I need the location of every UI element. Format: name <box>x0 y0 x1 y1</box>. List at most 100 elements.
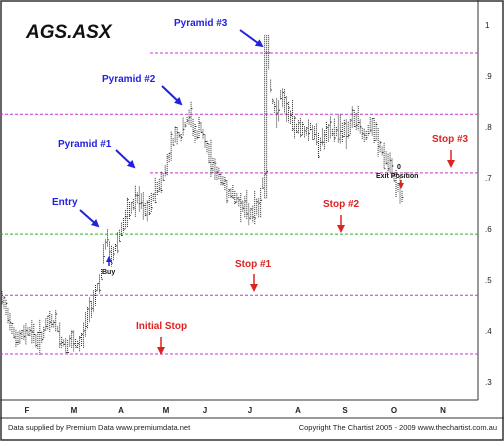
price-bar <box>284 89 286 114</box>
price-bar <box>142 192 145 220</box>
price-bar <box>160 171 163 193</box>
price-bar <box>186 116 189 124</box>
price-bar <box>51 314 54 328</box>
exit-position-label: Exit Position <box>376 173 418 180</box>
price-bar <box>33 323 36 343</box>
price-bar <box>296 123 298 134</box>
price-bar <box>118 229 121 242</box>
price-bar <box>194 123 197 143</box>
price-bar <box>75 338 78 348</box>
price-bar <box>381 146 384 156</box>
price-bar <box>395 170 398 198</box>
price-bar <box>212 157 215 174</box>
price-bar <box>41 331 44 344</box>
price-bar <box>79 336 82 352</box>
price-bar <box>95 285 97 306</box>
price-bar <box>69 335 72 348</box>
price-bar <box>365 130 368 141</box>
entry-label: Entry <box>52 197 78 208</box>
price-bar <box>252 205 255 223</box>
price-bar <box>114 244 117 251</box>
price-bar <box>373 118 376 144</box>
price-bar <box>371 118 374 136</box>
price-bar <box>401 190 404 203</box>
price-bar <box>45 318 48 331</box>
price-bar <box>122 218 125 233</box>
price-bar <box>304 126 306 139</box>
price-bar <box>146 200 149 222</box>
price-bar <box>387 153 390 173</box>
price-bar <box>244 196 247 218</box>
price-bar <box>260 188 263 219</box>
price-bar <box>61 336 64 348</box>
price-bar <box>136 192 139 204</box>
price-bar <box>206 140 209 154</box>
price-bar <box>83 322 85 349</box>
price-bar <box>93 290 95 313</box>
price-bar <box>200 122 203 134</box>
price-bar <box>174 126 177 143</box>
price-bar <box>363 128 366 143</box>
price-bar <box>300 118 302 138</box>
price-bar <box>148 196 151 216</box>
price-bar <box>367 125 370 136</box>
price-bar <box>188 109 191 126</box>
price-bar <box>312 125 314 140</box>
price-bar <box>282 88 285 108</box>
price-bar <box>306 127 308 136</box>
price-bar <box>345 119 348 149</box>
price-bar <box>126 197 129 228</box>
price-bar <box>383 142 386 170</box>
price-bar <box>288 101 290 123</box>
price-bar <box>208 143 211 164</box>
x-month-label: M <box>71 406 78 415</box>
price-bar <box>236 193 239 203</box>
price-bar <box>120 222 123 236</box>
price-bar <box>329 116 332 139</box>
x-month-label: M <box>163 406 170 415</box>
y-tick-label: 1 <box>485 21 490 30</box>
x-month-label: J <box>203 406 207 415</box>
price-bar <box>246 190 249 220</box>
price-bar <box>391 158 394 178</box>
price-bar <box>250 208 253 220</box>
price-bar <box>49 311 52 332</box>
price-bar <box>292 100 294 131</box>
y-axis-labels: .3 .4 .5 .6 .7 .8 .9 1 <box>485 21 492 387</box>
price-bar <box>254 191 257 226</box>
price-bar <box>224 177 227 191</box>
x-month-label: F <box>25 406 30 415</box>
price-bar <box>190 101 193 128</box>
price-bar <box>164 165 167 177</box>
footer-data-credit: Data supplied by Premium Data www.premiu… <box>8 423 191 432</box>
price-bar <box>128 202 131 220</box>
price-bar <box>216 166 219 180</box>
price-bar <box>116 232 119 254</box>
price-bar <box>313 126 316 141</box>
price-bar <box>37 331 40 350</box>
pyramid-3-label: Pyramid #3 <box>174 18 228 29</box>
price-bar <box>321 128 324 146</box>
price-bar <box>274 102 277 113</box>
price-bar <box>5 299 8 316</box>
y-tick-label: .9 <box>485 72 492 81</box>
price-bar <box>266 35 269 199</box>
price-bar <box>112 247 115 262</box>
price-bar <box>172 138 175 146</box>
price-bar <box>105 239 107 250</box>
price-bar <box>99 274 101 294</box>
pyramid-2-arrow <box>161 85 183 106</box>
price-bar <box>325 121 328 143</box>
price-bar <box>39 319 42 355</box>
price-bar <box>341 122 344 142</box>
price-bar <box>35 334 38 348</box>
price-bar <box>182 117 185 136</box>
price-bar <box>77 340 80 348</box>
price-bar <box>202 129 205 139</box>
price-bar <box>359 119 362 134</box>
x-month-label: A <box>118 406 124 415</box>
pyramid-3-arrow <box>239 29 264 48</box>
stop-1-label: Stop #1 <box>235 259 272 270</box>
price-bar <box>268 35 271 70</box>
price-bar <box>85 312 87 337</box>
